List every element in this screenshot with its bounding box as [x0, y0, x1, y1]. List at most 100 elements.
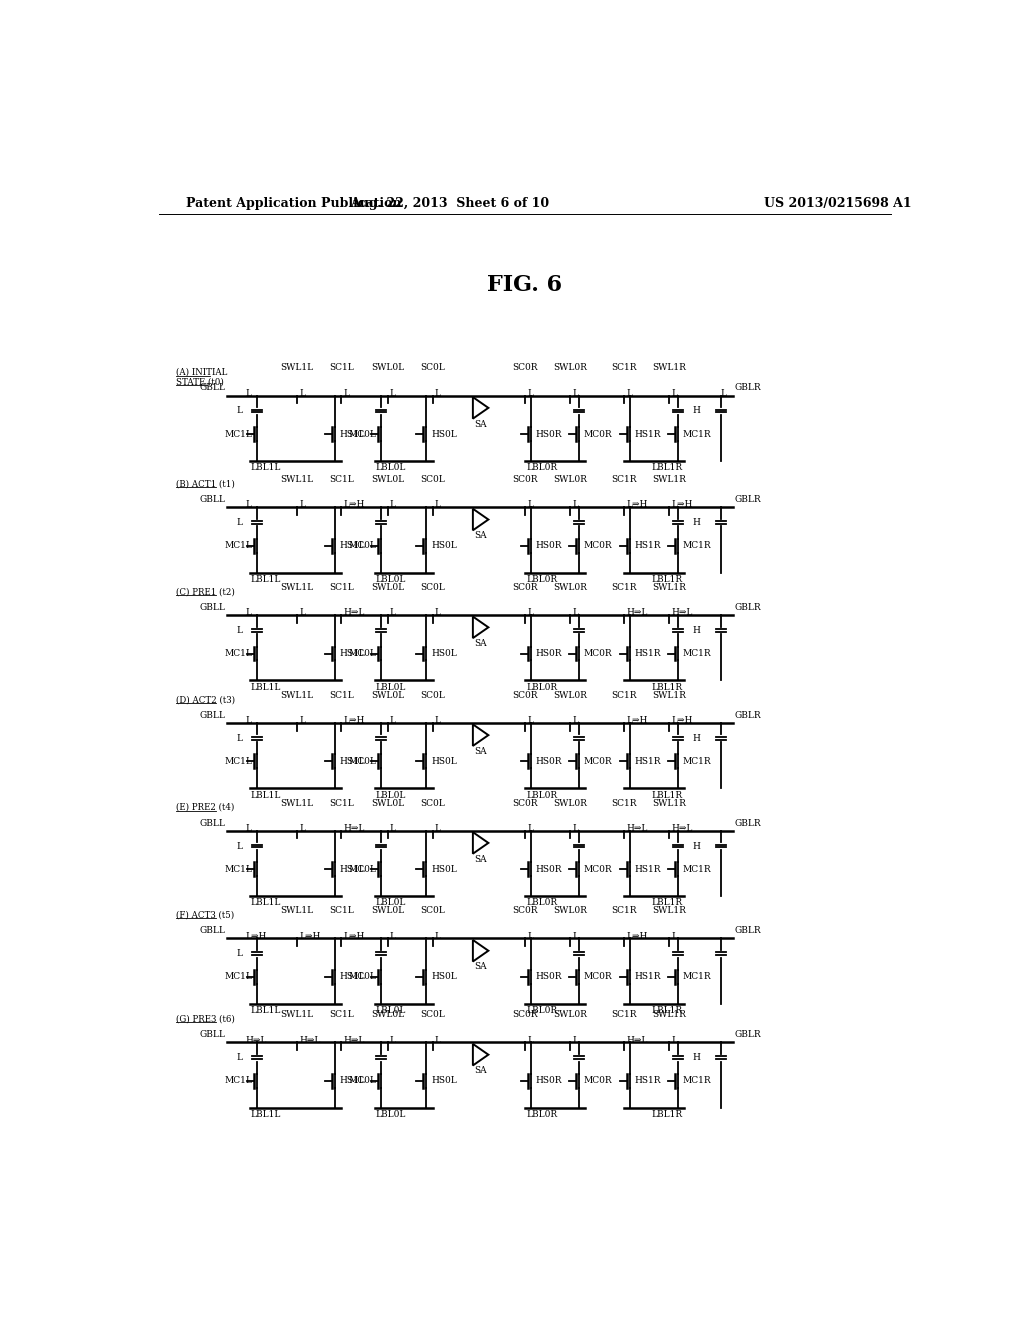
- Text: L⇒H: L⇒H: [672, 715, 692, 725]
- Text: SC0R: SC0R: [512, 690, 538, 700]
- Text: LBL0L: LBL0L: [375, 791, 406, 800]
- Text: HS0L: HS0L: [431, 541, 457, 550]
- Text: L: L: [246, 715, 252, 725]
- Text: L: L: [390, 932, 396, 941]
- Text: HS1L: HS1L: [340, 973, 366, 981]
- Text: HS1R: HS1R: [635, 429, 662, 438]
- Text: SWL1R: SWL1R: [652, 799, 686, 808]
- Text: (G) PRE3 (t6): (G) PRE3 (t6): [176, 1015, 234, 1023]
- Text: SC1L: SC1L: [329, 583, 353, 591]
- Text: MC1R: MC1R: [683, 756, 712, 766]
- Text: GBLL: GBLL: [200, 603, 225, 612]
- Text: H⇒L: H⇒L: [672, 609, 692, 618]
- Text: SA: SA: [474, 531, 487, 540]
- Text: L: L: [572, 609, 579, 618]
- Text: SC0L: SC0L: [420, 907, 445, 915]
- Text: GBLR: GBLR: [734, 384, 761, 392]
- Text: HS0R: HS0R: [536, 649, 562, 657]
- Text: MC1R: MC1R: [683, 429, 712, 438]
- Text: (D) ACT2 (t3): (D) ACT2 (t3): [176, 696, 236, 704]
- Text: LBL0R: LBL0R: [526, 1006, 557, 1015]
- Text: LBL1L: LBL1L: [251, 899, 281, 907]
- Text: L⇒H: L⇒H: [627, 932, 648, 941]
- Text: L⇒H: L⇒H: [343, 932, 365, 941]
- Text: HS1L: HS1L: [340, 1076, 366, 1085]
- Text: SWL1R: SWL1R: [652, 475, 686, 484]
- Text: LBL0L: LBL0L: [375, 1110, 406, 1119]
- Text: GBLR: GBLR: [734, 1031, 761, 1039]
- Text: SWL1L: SWL1L: [281, 475, 313, 484]
- Text: LBL0R: LBL0R: [526, 463, 557, 473]
- Text: HS1L: HS1L: [340, 541, 366, 550]
- Text: MC0R: MC0R: [584, 649, 612, 657]
- Text: LBL1L: LBL1L: [251, 576, 281, 583]
- Text: L: L: [527, 715, 534, 725]
- Text: L: L: [435, 715, 441, 725]
- Text: LBL0R: LBL0R: [526, 1110, 557, 1119]
- Text: (F) ACT3 (t5): (F) ACT3 (t5): [176, 911, 234, 920]
- Text: L⇒H: L⇒H: [299, 932, 321, 941]
- Text: SA: SA: [474, 1067, 487, 1076]
- Text: L: L: [237, 949, 243, 958]
- Text: SWL1R: SWL1R: [652, 363, 686, 372]
- Text: SWL0R: SWL0R: [553, 363, 587, 372]
- Text: SC1R: SC1R: [611, 690, 637, 700]
- Text: GBLR: GBLR: [734, 818, 761, 828]
- Text: H: H: [692, 519, 700, 527]
- Text: SWL0L: SWL0L: [371, 1010, 404, 1019]
- Text: L: L: [237, 1053, 243, 1063]
- Text: SA: SA: [474, 420, 487, 429]
- Text: L: L: [721, 389, 727, 397]
- Text: L⇒H: L⇒H: [627, 715, 648, 725]
- Text: H⇒L: H⇒L: [627, 824, 648, 833]
- Text: H: H: [692, 626, 700, 635]
- Text: L: L: [237, 734, 243, 743]
- Text: MC1L: MC1L: [224, 756, 252, 766]
- Text: HS0L: HS0L: [431, 973, 457, 981]
- Text: HS0L: HS0L: [431, 649, 457, 657]
- Text: L: L: [237, 519, 243, 527]
- Text: L: L: [299, 715, 305, 725]
- Text: SC1R: SC1R: [611, 907, 637, 915]
- Text: L: L: [435, 609, 441, 618]
- Text: SC1R: SC1R: [611, 475, 637, 484]
- Text: MC1R: MC1R: [683, 973, 712, 981]
- Text: SC0L: SC0L: [420, 1010, 445, 1019]
- Text: HS1R: HS1R: [635, 649, 662, 657]
- Text: MC0R: MC0R: [584, 865, 612, 874]
- Text: L⇒H: L⇒H: [343, 500, 365, 510]
- Text: SWL0R: SWL0R: [553, 1010, 587, 1019]
- Text: MC0R: MC0R: [584, 1076, 612, 1085]
- Text: L: L: [527, 1036, 534, 1044]
- Text: SA: SA: [474, 854, 487, 863]
- Text: HS1R: HS1R: [635, 865, 662, 874]
- Text: SC1L: SC1L: [329, 475, 353, 484]
- Text: H⇒L: H⇒L: [627, 609, 648, 618]
- Text: SC1L: SC1L: [329, 1010, 353, 1019]
- Text: SC1R: SC1R: [611, 1010, 637, 1019]
- Text: L: L: [435, 824, 441, 833]
- Text: SC0R: SC0R: [512, 363, 538, 372]
- Text: HS0R: HS0R: [536, 541, 562, 550]
- Text: SWL1L: SWL1L: [281, 1010, 313, 1019]
- Text: L: L: [246, 824, 252, 833]
- Text: L: L: [237, 842, 243, 850]
- Text: L: L: [246, 500, 252, 510]
- Text: SWL0R: SWL0R: [553, 907, 587, 915]
- Text: HS0R: HS0R: [536, 1076, 562, 1085]
- Text: MC1R: MC1R: [683, 865, 712, 874]
- Text: SA: SA: [474, 962, 487, 972]
- Text: H⇒L: H⇒L: [672, 824, 692, 833]
- Text: SC0R: SC0R: [512, 475, 538, 484]
- Text: MC0L: MC0L: [349, 756, 377, 766]
- Text: L: L: [672, 1036, 677, 1044]
- Text: HS1L: HS1L: [340, 429, 366, 438]
- Text: SC0L: SC0L: [420, 583, 445, 591]
- Text: MC0R: MC0R: [584, 756, 612, 766]
- Text: US 2013/0215698 A1: US 2013/0215698 A1: [764, 197, 911, 210]
- Text: SWL0R: SWL0R: [553, 475, 587, 484]
- Text: LBL1L: LBL1L: [251, 682, 281, 692]
- Text: MC0R: MC0R: [584, 429, 612, 438]
- Text: (C) PRE1 (t2): (C) PRE1 (t2): [176, 587, 234, 597]
- Text: HS0L: HS0L: [431, 429, 457, 438]
